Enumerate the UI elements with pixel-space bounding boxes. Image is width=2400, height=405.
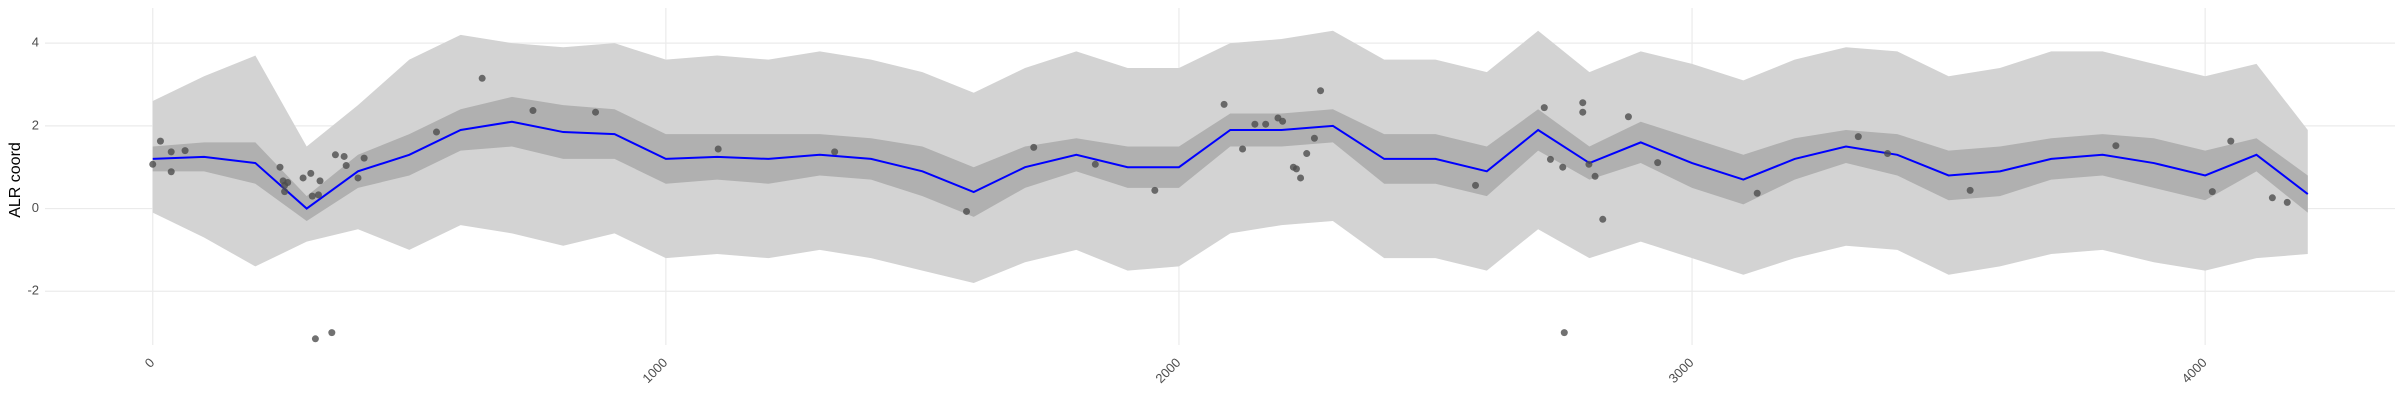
point (360, 154, 368, 162)
point (1292, 165, 1300, 173)
point (1966, 186, 1974, 194)
line (152, 120, 2309, 210)
x-tick-label: 3000 (1666, 355, 1697, 386)
point (1854, 133, 1862, 141)
point (1310, 134, 1318, 142)
point (1279, 117, 1287, 125)
point (714, 145, 722, 153)
y-tick-label: 0 (32, 200, 39, 215)
point (276, 163, 284, 171)
point (1560, 329, 1568, 337)
point (1559, 163, 1567, 171)
point (592, 108, 600, 116)
point (2208, 188, 2216, 196)
point (432, 128, 440, 136)
point (149, 160, 157, 168)
point (281, 188, 289, 196)
point (1753, 189, 1761, 197)
point (1579, 99, 1587, 107)
x-tick-label: 1000 (639, 355, 670, 386)
point (2112, 142, 2120, 150)
point (342, 162, 350, 170)
point (1239, 145, 1247, 153)
point (1654, 159, 1662, 167)
band (152, 96, 2308, 221)
point (299, 174, 307, 182)
y-tick-label: 4 (32, 35, 39, 50)
x-tick-label: 0 (142, 355, 158, 371)
point (307, 169, 315, 177)
point (328, 329, 336, 337)
point (1317, 87, 1325, 95)
point (478, 74, 486, 82)
point (1091, 160, 1099, 168)
point (167, 168, 175, 176)
point (354, 174, 362, 182)
point (314, 191, 322, 199)
point (1540, 104, 1548, 112)
point (963, 207, 971, 215)
point (331, 151, 339, 159)
band (152, 30, 2308, 283)
point (1303, 150, 1311, 158)
point (167, 148, 175, 156)
point (1251, 120, 1259, 128)
point (1591, 172, 1599, 180)
point (1472, 181, 1480, 189)
point (284, 178, 292, 186)
point (340, 152, 348, 160)
point (529, 107, 537, 115)
point (308, 192, 316, 200)
point (1585, 160, 1593, 168)
point (1030, 143, 1038, 151)
point (2283, 198, 2291, 206)
point (1624, 113, 1632, 121)
point (1151, 186, 1159, 194)
y-tick-label: -2 (27, 283, 39, 298)
y-axis-label: ALR coord (7, 142, 24, 218)
point (1579, 108, 1587, 116)
point (1262, 120, 1270, 128)
point (1297, 174, 1305, 182)
point (156, 137, 164, 145)
point (1220, 100, 1228, 108)
point (1546, 155, 1554, 163)
x-tick-label: 4000 (2179, 355, 2210, 386)
point (181, 147, 189, 155)
point (311, 335, 319, 343)
point (1884, 150, 1892, 158)
point (2227, 137, 2235, 145)
x-tick-label: 2000 (1152, 355, 1183, 386)
y-tick-label: 2 (32, 117, 39, 132)
point (831, 148, 839, 156)
point (1599, 215, 1607, 223)
point (316, 177, 324, 185)
point (2268, 194, 2276, 202)
